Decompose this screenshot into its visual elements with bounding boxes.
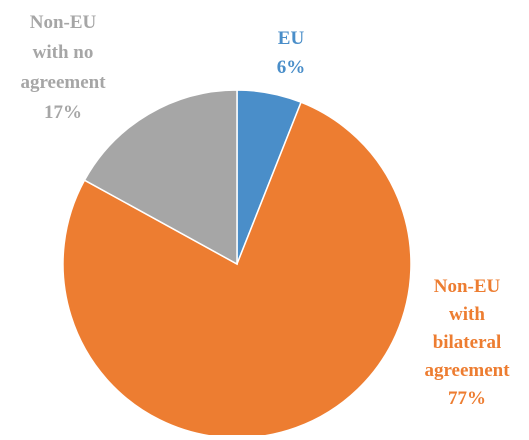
pie-label-category-line: agreement [424, 360, 510, 381]
pie-label-category-line: agreement [20, 72, 106, 93]
pie-label-category-line: with [449, 304, 485, 325]
pie-label-value: 77% [448, 388, 486, 409]
pie-slices [62, 89, 412, 439]
pie-label-category-line: Non-EU [434, 276, 501, 297]
pie-label-value: 17% [44, 102, 82, 123]
pie-slice-2 [83, 89, 238, 266]
pie-label-category-line: EU [278, 28, 305, 49]
pie-label-category-line: Non-EU [30, 12, 97, 33]
pie-label-value: 6% [277, 57, 306, 78]
pie-label-0: EU 6% [277, 28, 306, 78]
pie-label-1: Non-EU with bilateral agreement 77% [424, 276, 510, 409]
pie-data-labels: EU 6%Non-EU with bilateral agreement 77%Non-E… [20, 12, 510, 409]
pie-label-category-line: with no [33, 42, 94, 63]
pie-slice-1 [62, 101, 412, 439]
pie-label-2: Non-EU with no agreement 17% [20, 12, 106, 123]
pie-label-category-line: bilateral [433, 332, 502, 353]
